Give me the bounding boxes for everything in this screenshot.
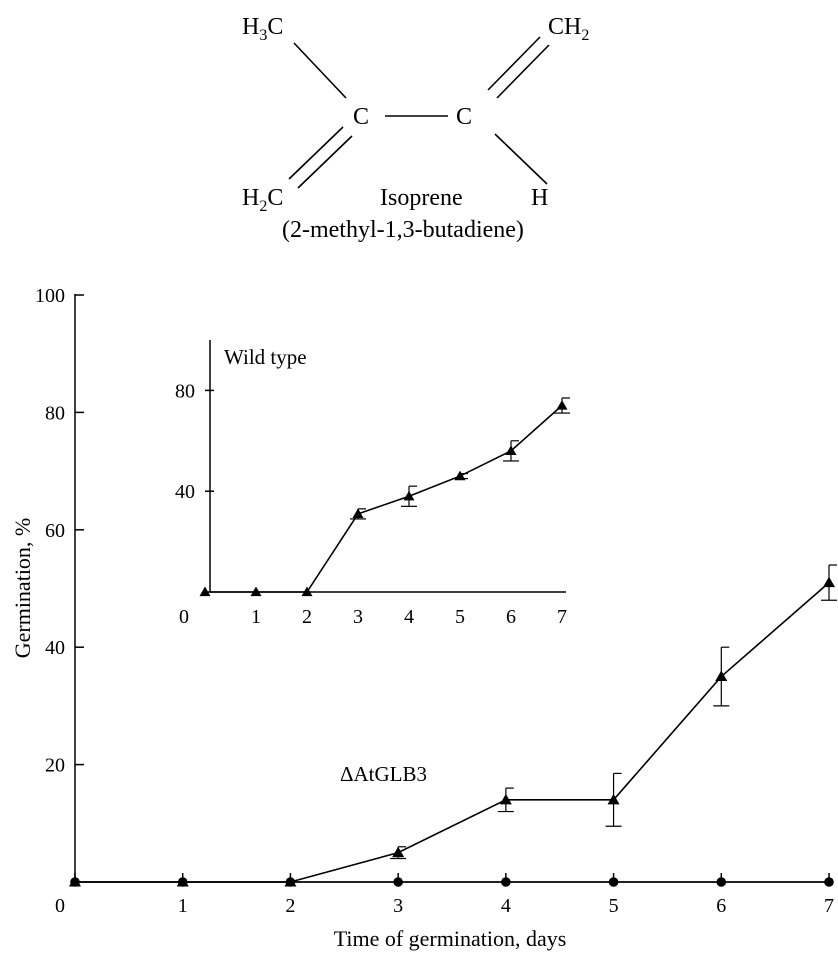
inset-point-triangle: [352, 508, 364, 519]
main-point-triangle: [823, 576, 835, 588]
main-x-tick-label: 5: [609, 895, 619, 917]
bond-double-h2c-b: [297, 135, 353, 189]
main-point-triangle: [607, 793, 620, 805]
main-x-axis-title: Time of germination, days: [334, 926, 567, 951]
isoprene-structure: H3C CH2 C C H2C H Isoprene (2-methyl-1,3…: [242, 14, 589, 243]
main-x-ticks: 0 1 2 3 4 5 6 7: [55, 873, 834, 917]
main-point-circle: [70, 877, 80, 887]
inset-axes: [209, 340, 566, 593]
main-y-tick-label: 40: [45, 637, 65, 659]
inset-x-ticks: 0 1 2 3 4 5 6 7: [179, 606, 567, 628]
molecule-iupac-name: (2-methyl-1,3-butadiene): [282, 217, 524, 243]
inset-x-tick-label: 2: [302, 606, 312, 628]
main-x-tick-label: 4: [501, 895, 511, 917]
atom-h: H: [531, 185, 548, 211]
main-point-circle: [608, 877, 619, 887]
main-y-tick-label: 20: [45, 755, 65, 777]
main-x-tick-label: 1: [178, 895, 188, 917]
atom-ch2: CH2: [548, 14, 589, 44]
main-y-tick-label: 80: [45, 402, 65, 424]
main-x-tick-label: 3: [393, 895, 403, 917]
bond-double-h2c-a: [288, 126, 344, 180]
main-point-circle: [501, 877, 511, 887]
atom-h3c: H3C: [242, 14, 283, 44]
inset-chart: 40 80 0 1 2 3 4 5 6 7 Wild type: [175, 340, 570, 628]
atom-c-right: C: [456, 104, 472, 130]
main-x-tick-label: 7: [824, 895, 834, 917]
inset-point-triangle: [199, 586, 211, 597]
molecule-name: Isoprene: [380, 185, 463, 211]
atom-h2c: H2C: [242, 185, 283, 215]
inset-title: Wild type: [224, 345, 307, 369]
inset-x-tick-label: 1: [251, 606, 261, 628]
inset-point-triangle: [250, 586, 262, 597]
inset-point-triangle: [301, 586, 313, 597]
main-point-triangle: [715, 670, 728, 682]
bond-methyl: [293, 42, 347, 99]
atom-c-left: C: [353, 104, 369, 130]
main-point-circle: [285, 877, 296, 887]
main-point-circle: [824, 877, 834, 887]
inset-point-triangle: [454, 470, 466, 481]
main-x-tick-label: 0: [55, 895, 65, 917]
main-point-triangle: [499, 793, 512, 805]
inset-x-tick-label: 5: [455, 606, 465, 628]
inset-y-tick-label: 80: [175, 380, 195, 402]
inset-x-tick-label: 0: [179, 606, 189, 628]
bond-double-ch2-b: [496, 44, 550, 99]
main-point-triangle: [392, 846, 405, 858]
inset-point-triangle: [403, 490, 415, 501]
main-y-tick-label: 100: [35, 285, 65, 307]
inset-x-tick-label: 7: [557, 606, 567, 628]
inset-point-triangle: [556, 400, 568, 410]
inset-series-line-0: [205, 404, 563, 593]
inset-x-tick-label: 6: [506, 606, 516, 628]
main-point-circle: [393, 877, 403, 887]
inset-x-tick-label: 4: [404, 606, 414, 628]
main-series: [69, 564, 837, 887]
bond-double-ch2-a: [487, 36, 541, 91]
main-point-circle: [177, 877, 188, 887]
series-label-datglb3: ΔAtGLB3: [340, 762, 427, 786]
inset-series: [199, 397, 570, 597]
main-y-axis-title: Germination, %: [10, 518, 35, 659]
main-x-tick-label: 2: [285, 895, 295, 917]
inset-y-tick-label: 40: [175, 481, 195, 503]
main-x-tick-label: 6: [716, 895, 726, 917]
main-point-circle: [716, 877, 727, 887]
bond-h: [494, 133, 548, 185]
inset-y-ticks: 40 80: [175, 380, 214, 503]
inset-point-triangle: [505, 445, 517, 456]
main-y-ticks: 20 40 60 80 100: [35, 285, 84, 777]
inset-x-tick-label: 3: [353, 606, 363, 628]
main-y-tick-label: 60: [45, 520, 65, 542]
